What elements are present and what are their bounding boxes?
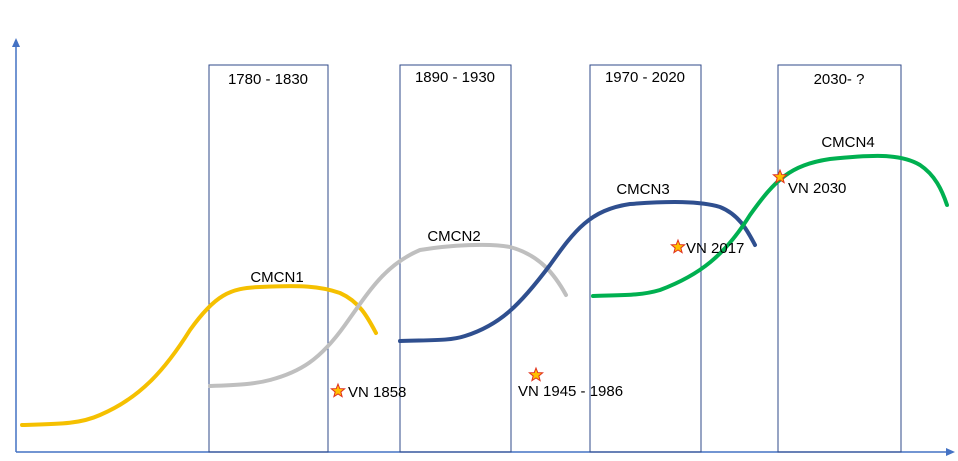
curve: [591, 153, 949, 298]
y-arrow: [12, 38, 20, 47]
marker-label: VN 1858: [348, 384, 406, 401]
period-box: [208, 64, 329, 453]
curve-label: CMCN1: [250, 269, 303, 286]
marker-label: VN 1945 - 1986: [518, 383, 623, 400]
curve-label: CMCN3: [616, 181, 669, 198]
period-label: 1890 - 1930: [415, 69, 495, 86]
period-label: 1780 - 1830: [228, 71, 308, 88]
star-marker: [528, 367, 544, 382]
period-label: 1970 - 2020: [605, 69, 685, 86]
star-marker: [330, 383, 346, 398]
marker-label: VN 2030: [788, 180, 846, 197]
curve: [20, 284, 378, 427]
curve: [208, 242, 568, 388]
period-box: [589, 64, 702, 453]
x-arrow: [946, 448, 955, 456]
period-box: [777, 64, 902, 453]
period-label: 2030- ?: [814, 71, 865, 88]
curve-label: CMCN4: [821, 134, 874, 151]
curve: [398, 200, 757, 343]
curve-label: CMCN2: [427, 228, 480, 245]
period-box: [399, 64, 512, 453]
star-marker: [670, 239, 686, 254]
marker-label: VN 2017: [686, 240, 744, 257]
